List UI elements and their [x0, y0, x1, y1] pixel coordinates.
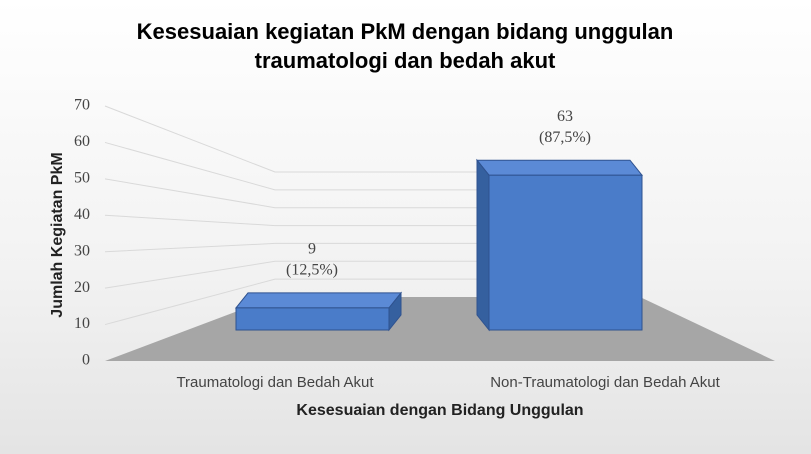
y-tick-label: 10	[74, 315, 90, 332]
bar-side	[476, 158, 490, 332]
y-tick-label: 0	[82, 352, 90, 369]
y-tick-label: 20	[74, 279, 90, 296]
y-tick-label: 40	[74, 206, 90, 223]
data-label-share: (12,5%)	[286, 262, 338, 279]
y-tick-label: 60	[74, 133, 90, 150]
bar	[235, 307, 390, 331]
x-tick-label: Non-Traumatologi dan Bedah Akut	[490, 374, 720, 391]
y-tick-label: 50	[74, 170, 90, 187]
x-tick-label: Traumatologi dan Bedah Akut	[176, 374, 374, 391]
chart-title: Kesesuaian kegiatan PkM dengan bidang un…	[137, 19, 674, 73]
y-axis-title: Jumlah Kegiatan PkM	[49, 152, 66, 317]
y-tick-label: 70	[74, 97, 90, 114]
bar-top	[475, 159, 644, 176]
data-label: 9	[308, 241, 316, 258]
data-label-share: (87,5%)	[539, 129, 591, 146]
bar-top	[234, 292, 403, 309]
y-tick-label: 30	[74, 242, 90, 259]
bar	[488, 174, 643, 331]
data-label: 63	[557, 108, 573, 125]
x-axis-title: Kesesuaian dengan Bidang Unggulan	[296, 402, 583, 419]
